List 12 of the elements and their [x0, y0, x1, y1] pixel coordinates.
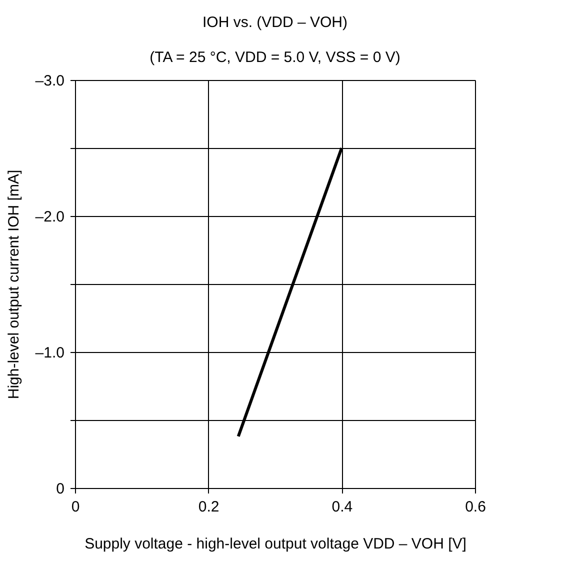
x-axis-title: Supply voltage - high-level output voltage VDD – VOH [V] [84, 536, 466, 552]
y-tick-label: –3.0 [35, 72, 64, 90]
chart-subtitle: (TA = 25 °C, VDD = 5.0 V, VSS = 0 V) [150, 49, 400, 66]
y-tick-label: 0 [56, 480, 64, 498]
x-tick-label: 0.6 [465, 498, 486, 516]
x-tick-label: 0 [71, 498, 80, 516]
y-tick-label: –1.0 [35, 344, 64, 362]
chart-title: IOH vs. (VDD – VOH) [202, 14, 348, 31]
x-tick-label: 0.4 [332, 498, 353, 516]
y-tick-label: –2.0 [35, 208, 64, 226]
y-axis-title: High-level output current IOH [mA] [5, 170, 22, 400]
x-tick-label: 0.2 [198, 498, 220, 516]
